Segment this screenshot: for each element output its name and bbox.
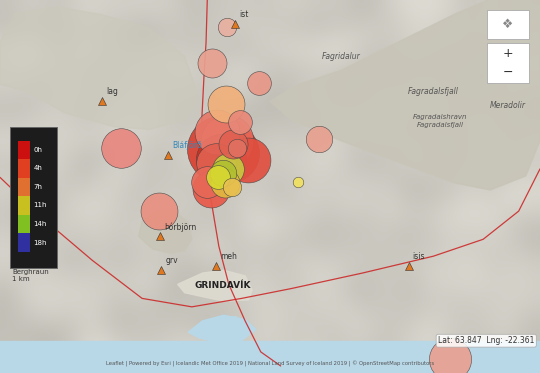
Point <box>217 156 225 162</box>
Text: ife: ife <box>43 144 52 153</box>
Point <box>446 356 455 362</box>
Point <box>254 80 263 86</box>
Polygon shape <box>0 7 199 129</box>
Text: ❖: ❖ <box>502 18 513 31</box>
Point <box>155 208 164 214</box>
Text: 4h: 4h <box>33 165 42 172</box>
Text: Bláfjörð: Bláfjörð <box>173 141 202 150</box>
Point <box>236 119 245 125</box>
Point <box>221 101 230 107</box>
Point <box>315 137 323 142</box>
Point <box>212 160 220 166</box>
Text: isis: isis <box>413 252 425 261</box>
Point <box>214 174 222 180</box>
Text: 14h: 14h <box>33 221 47 227</box>
Point <box>207 186 215 192</box>
Point <box>208 60 217 66</box>
Point <box>222 24 231 30</box>
Point <box>229 141 238 147</box>
Point <box>219 170 227 176</box>
Text: 11h: 11h <box>33 203 47 209</box>
Text: −: − <box>502 66 513 79</box>
Polygon shape <box>270 0 540 190</box>
Point <box>212 129 221 135</box>
Point <box>222 138 231 144</box>
Text: GRINDAVÍK: GRINDAVÍK <box>194 281 251 290</box>
Text: Berghraun
1 km: Berghraun 1 km <box>12 269 49 282</box>
Text: meh: meh <box>220 252 237 261</box>
Text: Fagradalshravn
Fagradalsfjall: Fagradalshravn Fagradalsfjall <box>413 114 468 128</box>
Polygon shape <box>0 341 540 373</box>
Text: Leaflet | Powered by Esri | Icelandic Met Office 2019 | National Land Survey of : Leaflet | Powered by Esri | Icelandic Me… <box>106 361 434 367</box>
Text: Fagridalur: Fagridalur <box>322 52 360 61</box>
Text: Fagradalsfjall: Fagradalsfjall <box>408 87 459 96</box>
Text: lag: lag <box>106 87 118 96</box>
Text: Lat: 63.847  Lng: -22.361: Lat: 63.847 Lng: -22.361 <box>438 336 535 345</box>
Point <box>244 157 252 163</box>
Point <box>220 180 229 186</box>
Text: Meradolir: Meradolir <box>490 101 526 110</box>
Polygon shape <box>188 315 256 345</box>
Text: 18h: 18h <box>33 239 47 245</box>
Point <box>216 146 225 152</box>
Point <box>228 184 237 190</box>
Point <box>202 179 211 185</box>
Polygon shape <box>222 317 238 326</box>
Text: Þórbjörn: Þórbjörn <box>164 222 196 232</box>
Point <box>293 179 302 185</box>
Text: +: + <box>502 47 513 60</box>
Text: grv: grv <box>165 256 178 265</box>
Polygon shape <box>139 211 192 253</box>
Text: 7h: 7h <box>33 184 43 190</box>
Text: ist: ist <box>239 10 249 19</box>
Polygon shape <box>178 270 252 301</box>
Point <box>117 145 125 151</box>
Text: 0h: 0h <box>33 147 43 153</box>
Point <box>224 166 232 172</box>
Point <box>233 145 241 151</box>
Point <box>226 150 234 156</box>
